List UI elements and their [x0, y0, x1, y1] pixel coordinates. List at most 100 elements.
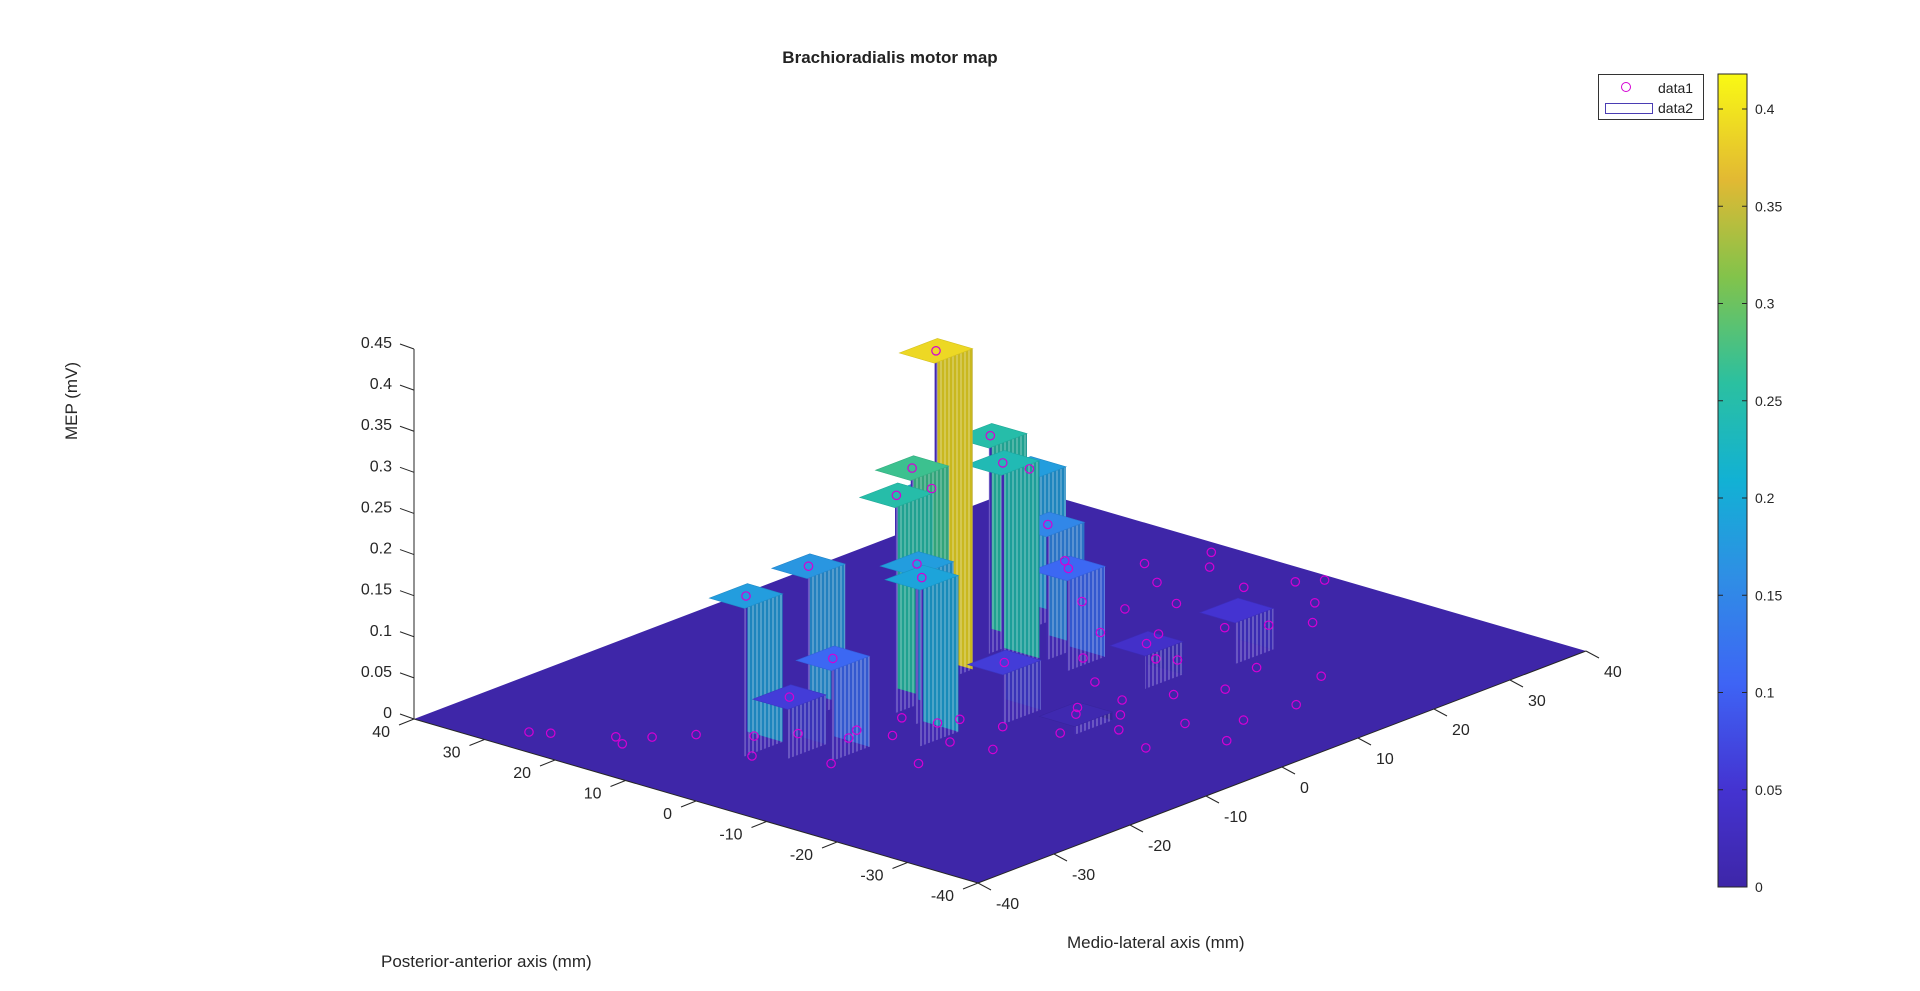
z-tick-mark: [399, 343, 415, 350]
data-point-marker: [1153, 629, 1164, 639]
y-tick-label: -30: [860, 868, 883, 885]
data-point-marker: [1141, 638, 1152, 649]
y-tick-mark: [680, 800, 697, 808]
data-point-marker: [891, 490, 902, 501]
data-point-marker: [1139, 558, 1150, 569]
data-point-marker: [827, 653, 838, 664]
data-point-marker: [1219, 622, 1230, 633]
patch-marker-icon: [1605, 103, 1653, 114]
colorbar-tick-label: 0.15: [1755, 587, 1782, 603]
y-tick-label: -20: [790, 847, 813, 864]
data-point-marker: [1117, 695, 1127, 705]
legend-entry-data1: data1: [1599, 78, 1703, 98]
x-tick-label: -10: [1224, 809, 1247, 826]
data-point-marker: [1251, 662, 1262, 673]
data-point-marker: [916, 572, 927, 583]
data-point-marker: [1307, 617, 1318, 628]
data-point-marker: [997, 458, 1008, 468]
data-point-marker: [1171, 598, 1182, 609]
y-tick-mark: [610, 780, 626, 787]
data-point-marker: [1291, 699, 1301, 710]
y-tick-mark: [962, 882, 979, 890]
z-tick-label: 0.4: [370, 376, 392, 393]
legend-entry-data2: data2: [1599, 98, 1703, 118]
y-tick-label: 20: [513, 765, 531, 782]
data-point-marker: [1072, 702, 1083, 713]
z-tick-mark: [399, 384, 415, 391]
data-point-marker: [931, 345, 941, 356]
data-point-marker: [691, 729, 701, 740]
y-tick-mark: [398, 718, 415, 726]
data-point-marker: [932, 718, 943, 728]
x-tick-mark: [1205, 795, 1220, 804]
data-point-marker: [988, 744, 998, 755]
data-point-marker: [907, 463, 917, 473]
data-point-marker: [1114, 724, 1124, 735]
data-point-marker: [926, 483, 937, 494]
data-point-marker: [784, 692, 795, 702]
z-tick-mark: [399, 425, 415, 432]
data-point-marker: [1238, 715, 1249, 725]
x-tick-label: 30: [1528, 693, 1546, 710]
data-point-marker: [741, 591, 751, 601]
data-point-marker: [1168, 689, 1179, 700]
x-tick-mark: [1509, 679, 1524, 688]
x-tick-mark: [1129, 824, 1144, 833]
x-tick-label: 0: [1300, 780, 1309, 797]
x-tick-mark: [1433, 708, 1448, 717]
data-point-marker: [1055, 728, 1065, 738]
colorbar-tick-label: 0.1: [1755, 685, 1775, 701]
colorbar-tick-label: 0.05: [1755, 782, 1782, 798]
surface-bar: [1199, 597, 1275, 664]
data-point-marker: [1115, 710, 1126, 720]
data-point-marker: [1090, 677, 1100, 687]
data-point-marker: [887, 730, 898, 741]
data-point-marker: [913, 758, 924, 769]
data-point-marker: [647, 732, 657, 742]
data-point-marker: [1078, 653, 1088, 663]
data-point-marker: [1290, 576, 1301, 587]
data-point-marker: [985, 430, 996, 441]
colorbar-tick-label: 0: [1755, 879, 1763, 895]
y-tick-label: 40: [372, 724, 390, 741]
colorbar-tick-label: 0.25: [1755, 393, 1782, 409]
surface-bar: [708, 583, 784, 757]
y-tick-mark: [539, 759, 556, 767]
data-point-marker: [1221, 735, 1232, 746]
z-tick-label: 0.25: [361, 499, 392, 516]
data-point-marker: [1180, 718, 1190, 729]
z-tick-label: 0.3: [370, 458, 392, 475]
x-tick-label: -30: [1072, 867, 1095, 884]
z-tick-label: 0.15: [361, 582, 392, 599]
surface-bar: [1108, 630, 1185, 689]
circle-marker-icon: [1621, 82, 1631, 92]
data-point-marker: [524, 727, 534, 737]
z-tick-mark: [399, 713, 415, 720]
legend-label: data1: [1658, 80, 1694, 96]
data-point-marker: [1120, 604, 1130, 614]
colorbar: [1717, 73, 1748, 888]
x-tick-mark: [1585, 650, 1600, 659]
data-point-marker: [1063, 563, 1074, 574]
colorbar-tick-label: 0.3: [1755, 296, 1775, 312]
x-tick-mark: [977, 882, 992, 891]
z-tick-label: 0.2: [370, 541, 392, 558]
y-tick-label: -40: [931, 888, 954, 905]
y-tick-label: 30: [443, 745, 461, 762]
x-tick-label: -20: [1148, 838, 1171, 855]
y-tick-label: -10: [719, 827, 742, 844]
surface-bar: [1038, 701, 1114, 735]
data-point-marker: [1220, 684, 1230, 694]
surface-bar: [965, 450, 1041, 673]
data-point-marker: [1141, 743, 1151, 753]
z-tick-label: 0: [383, 705, 392, 722]
x-tick-label: 40: [1604, 664, 1622, 681]
z-tick-label: 0.1: [370, 623, 392, 640]
data-point-marker: [617, 738, 628, 749]
data-point-marker: [1095, 627, 1106, 638]
data-point-marker: [545, 728, 556, 738]
y-tick-mark: [469, 739, 485, 746]
z-tick-mark: [399, 672, 415, 679]
